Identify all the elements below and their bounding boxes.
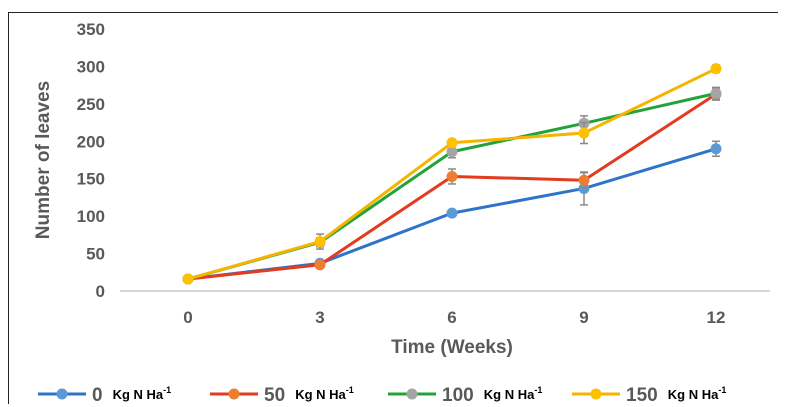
legend-label: 50 xyxy=(264,385,285,406)
y-tick-label: 350 xyxy=(77,20,105,39)
legend-label: 150 xyxy=(626,385,658,406)
legend-item-0: 0 Kg N Ha-1 xyxy=(38,385,171,406)
data-point xyxy=(446,207,458,219)
data-point xyxy=(710,63,722,75)
x-tick-labels: 0 3 6 9 12 xyxy=(183,308,725,327)
x-tick-label: 6 xyxy=(447,308,456,327)
legend-unit: Kg N Ha-1 xyxy=(113,385,172,402)
data-point xyxy=(446,146,458,158)
y-axis-label: Number of leaves xyxy=(33,81,54,239)
legend-marker xyxy=(56,388,68,400)
legend-marker xyxy=(590,388,602,400)
legend-marker xyxy=(228,388,240,400)
data-point xyxy=(578,174,590,186)
y-tick-label: 300 xyxy=(77,57,105,76)
x-tick-label: 9 xyxy=(579,308,588,327)
x-tick-label: 12 xyxy=(707,308,726,327)
legend-unit: Kg N Ha-1 xyxy=(484,385,543,402)
data-point xyxy=(446,170,458,182)
chart-frame xyxy=(8,12,778,404)
legend-unit: Kg N Ha-1 xyxy=(668,385,727,402)
series-layer xyxy=(182,63,722,285)
series-line xyxy=(187,91,717,281)
y-tick-label: 150 xyxy=(77,170,105,189)
y-tick-label: 0 xyxy=(96,282,105,301)
series-50 xyxy=(182,87,722,285)
x-tick-label: 0 xyxy=(183,308,192,327)
legend-marker xyxy=(406,388,418,400)
legend-item-150: 150 Kg N Ha-1 xyxy=(572,385,726,406)
data-point xyxy=(314,259,326,271)
legend-label: 100 xyxy=(442,385,474,406)
data-point xyxy=(446,137,458,149)
series-100 xyxy=(182,86,722,285)
legend: 0 Kg N Ha-1 50 Kg N Ha-1 100 Kg N Ha-1 150 Kg N… xyxy=(38,385,726,406)
data-point xyxy=(710,143,722,155)
data-point xyxy=(578,127,590,139)
data-point xyxy=(314,236,326,248)
legend-unit: Kg N Ha-1 xyxy=(295,385,354,402)
y-tick-label: 100 xyxy=(77,207,105,226)
data-point xyxy=(710,87,722,99)
legend-item-50: 50 Kg N Ha-1 xyxy=(210,385,354,406)
series-line xyxy=(187,92,717,281)
data-point xyxy=(182,273,194,285)
x-axis-label: Time (Weeks) xyxy=(391,337,513,358)
legend-label: 0 xyxy=(92,385,103,406)
x-tick-label: 3 xyxy=(315,308,324,327)
series-150 xyxy=(182,63,722,285)
legend-item-100: 100 Kg N Ha-1 xyxy=(388,385,542,406)
series-0 xyxy=(182,140,722,285)
y-tick-label: 50 xyxy=(86,245,105,264)
y-tick-labels: 0 50 100 150 200 250 300 350 xyxy=(77,20,105,301)
y-tick-label: 250 xyxy=(77,95,105,114)
y-tick-label: 200 xyxy=(77,132,105,151)
